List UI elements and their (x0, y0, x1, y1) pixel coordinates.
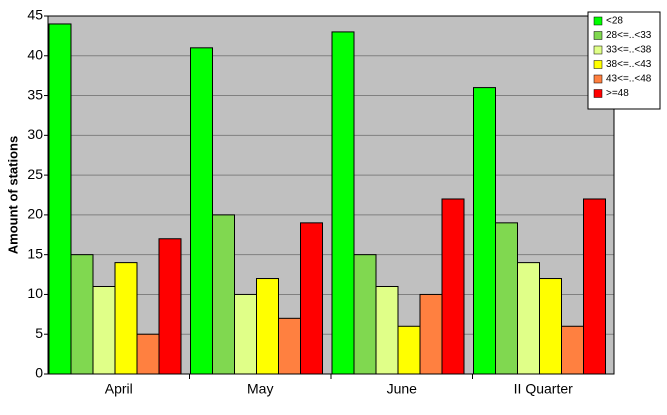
legend-swatch (593, 74, 603, 84)
bar (136, 333, 160, 375)
bar (48, 23, 72, 375)
bar (375, 285, 399, 375)
bar (158, 238, 182, 375)
legend-swatch (593, 89, 603, 98)
x-tick-label: II Quarter (514, 381, 573, 397)
y-tick-label: 30 (27, 126, 43, 142)
y-tick-label: 35 (27, 86, 43, 102)
bar (495, 222, 518, 375)
legend-swatch (593, 45, 603, 55)
bar (353, 254, 377, 375)
y-tick-label: 25 (27, 166, 43, 182)
bar (256, 278, 279, 375)
legend-swatch (593, 31, 603, 40)
x-tick-label: June (387, 381, 418, 397)
y-axis-label: Amount of stations (5, 136, 20, 254)
bar (539, 278, 562, 375)
bar (278, 317, 301, 375)
bar (397, 325, 421, 375)
y-tick-label: 20 (27, 206, 43, 222)
bar (473, 87, 496, 375)
legend-label: 28<=..<33 (606, 30, 652, 41)
y-tick-label: 45 (27, 7, 43, 23)
y-tick-label: 40 (27, 46, 43, 62)
y-tick-label: 0 (35, 365, 43, 381)
bar (331, 31, 355, 375)
bar (70, 254, 94, 375)
plot-border (47, 15, 615, 375)
legend-label: 43<=..<48 (606, 74, 652, 85)
y-tick-label: 15 (27, 245, 43, 261)
bar (441, 198, 465, 375)
bar (114, 262, 138, 375)
legend: <28 28<=..<33 33<=..<38 38<=..<43 43<=..<48 >… (587, 11, 661, 110)
bar (517, 262, 540, 375)
y-tick-label: 5 (35, 325, 43, 341)
legend-swatch (593, 60, 603, 69)
bar (234, 293, 257, 375)
bar (190, 47, 213, 375)
bar (419, 293, 443, 375)
bar (583, 198, 606, 375)
legend-label: 38<=..<43 (606, 59, 652, 70)
x-tick-label: May (247, 381, 273, 397)
bar (92, 285, 116, 375)
bar (300, 222, 323, 375)
y-tick-label: 10 (27, 285, 43, 301)
legend-label: >=48 (606, 88, 629, 99)
x-tick-label: April (105, 381, 133, 397)
legend-swatch (593, 16, 603, 26)
bar (561, 325, 584, 375)
legend-label: 33<=..<38 (606, 45, 652, 56)
bar (212, 214, 235, 375)
legend-label: <28 (606, 16, 623, 27)
